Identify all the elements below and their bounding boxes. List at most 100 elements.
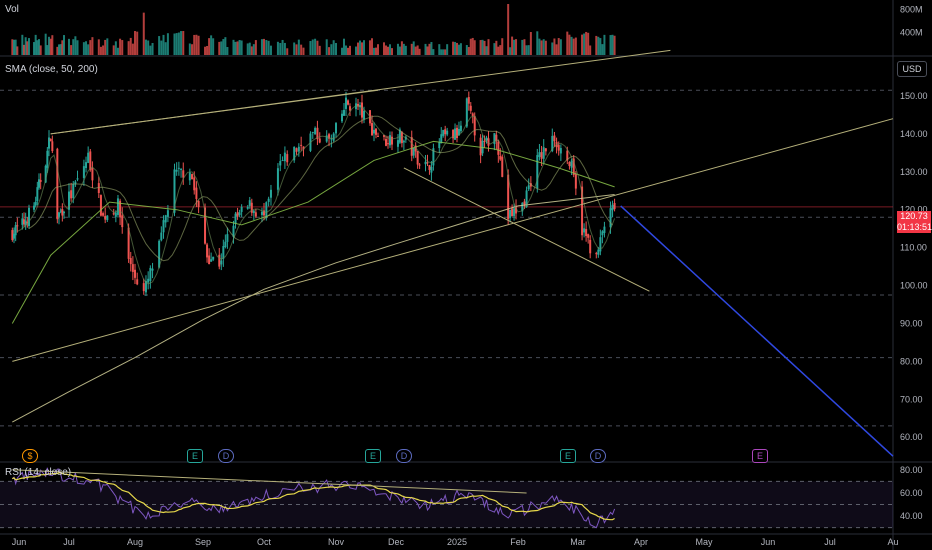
volume-bar [349,45,351,55]
candle-body [134,269,136,278]
candle-body [495,134,498,142]
volume-bar [36,40,39,55]
volume-bar [430,42,433,55]
volume-bar [452,41,455,55]
candle-body [34,201,37,206]
sma-indicator-title[interactable]: SMA (close, 50, 200) [5,64,98,75]
candle-body [11,230,14,241]
candle-body [587,234,590,238]
candle-body [232,225,235,237]
volume-bar [21,34,24,55]
candle-body [603,226,606,233]
price-tick-label: 60.00 [900,432,923,442]
rsi-tick-label: 60.00 [900,488,923,498]
candle-body [234,213,237,224]
volume-bars [11,4,616,56]
volume-bar [355,46,357,55]
volume-bar [513,39,516,55]
volume-bar [335,43,337,55]
volume-bar [49,38,52,55]
candle-body [212,256,215,260]
candle-body [279,161,282,166]
volume-bar [424,43,427,55]
time-tick-label: Jul [63,537,75,547]
price-tick-label: 110.00 [900,243,927,253]
candle-body [44,165,47,183]
dividend-badge[interactable]: D [590,449,606,463]
volume-bar [279,42,282,55]
time-tick-label: Feb [510,537,526,547]
candle-body [204,207,207,244]
volume-bar [276,41,279,55]
candle-body [226,234,229,242]
candle-body [446,130,449,135]
price-tick-label: 80.00 [900,356,923,366]
earnings-badge[interactable]: E [365,449,381,463]
volume-bar [457,44,460,55]
volume-bar [613,35,616,55]
volume-bar [210,35,213,55]
dividend-badge[interactable]: D [218,449,234,463]
volume-bar [581,34,584,55]
candle-body [51,141,54,152]
currency-button[interactable]: USD [897,61,927,77]
volume-bar [48,36,50,55]
volume-bar [483,40,486,55]
volume-bar [416,45,419,55]
dividend-badge[interactable]: D [396,449,412,463]
candle-body [410,137,413,156]
candle-body [102,213,105,216]
candle-body [252,210,255,214]
volume-bar [347,47,349,55]
candle-body [391,136,393,145]
candle-body [501,156,504,177]
projection-line [620,205,894,457]
volume-bar [311,39,314,55]
candle-body [585,229,588,237]
candle-body [544,148,547,152]
candle-body [572,158,575,176]
volume-bar [238,40,241,55]
volume-bar [414,46,417,55]
volume-bar [444,49,447,55]
rsi-band [0,481,893,528]
earnings-badge[interactable]: E [752,449,768,463]
volume-bar [527,45,530,55]
volume-bar [26,41,29,55]
candle-body [106,215,109,221]
volume-bar [222,39,225,55]
volume-bar [14,39,17,55]
candle-body [269,189,272,198]
volume-bar [263,38,265,55]
candle-body [76,178,79,180]
time-tick-label: Dec [388,537,405,547]
candle-body [540,152,543,159]
volume-bar [236,41,239,55]
candle-body [523,201,526,205]
volume-bar [252,44,255,55]
earnings-badge[interactable]: E [560,449,576,463]
volume-bar [587,32,590,55]
volume-bar [572,38,575,55]
earnings-badge[interactable]: E [187,449,203,463]
candle-body [538,152,541,158]
candle-body [459,125,462,132]
candle-body [440,134,443,144]
candle-body [542,147,545,159]
volume-bar [585,31,588,55]
volume-bar [70,45,73,55]
candle-body [515,207,518,214]
rsi-indicator-title[interactable]: RSI (14, close) [5,467,72,478]
dividend-badge[interactable]: $ [22,449,38,463]
volume-bar [375,47,377,55]
volume-bar [341,47,343,55]
volume-bar [160,40,163,55]
volume-bar [325,39,328,55]
candle-body [375,128,377,135]
volume-bar [226,46,229,55]
volume-bar [369,40,371,55]
volume-bar [175,33,178,55]
volume-bar [529,32,532,55]
candle-body [497,141,500,155]
